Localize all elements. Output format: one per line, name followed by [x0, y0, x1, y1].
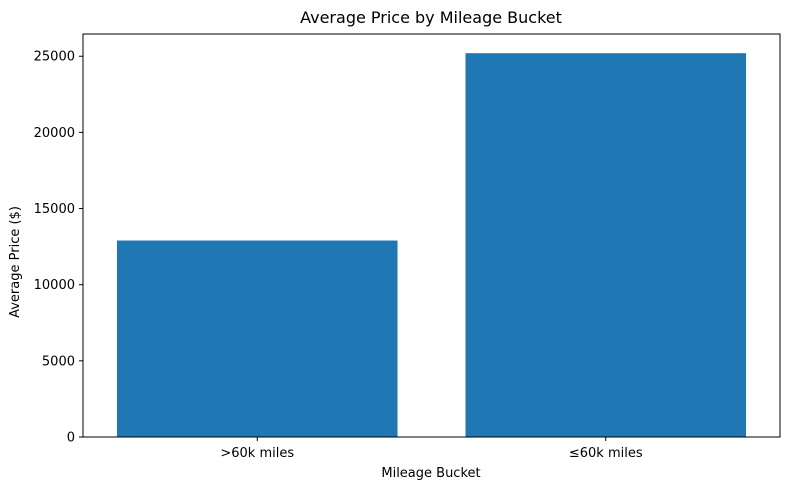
y-tick-label: 10000 — [34, 278, 75, 293]
y-tick-label: 0 — [67, 431, 75, 446]
x-tick-label: ≤60k miles — [569, 446, 643, 461]
plot-frame — [82, 33, 781, 438]
y-axis-label: Average Price ($) — [8, 206, 23, 318]
y-tick-label: 25000 — [34, 50, 75, 65]
x-axis-label: Mileage Bucket — [381, 466, 480, 481]
x-tick-label: >60k miles — [220, 446, 294, 461]
y-tick-label: 20000 — [34, 126, 75, 141]
plot-area: 0 5000 10000 15000 20000 25000 >60k miles ≤60k … — [34, 33, 781, 461]
y-tick-label: 5000 — [42, 354, 75, 369]
y-tick-label: 15000 — [34, 202, 75, 217]
chart-title: Average Price by Mileage Bucket — [300, 8, 562, 27]
bar-1 — [465, 53, 747, 437]
bar-0 — [116, 240, 398, 437]
